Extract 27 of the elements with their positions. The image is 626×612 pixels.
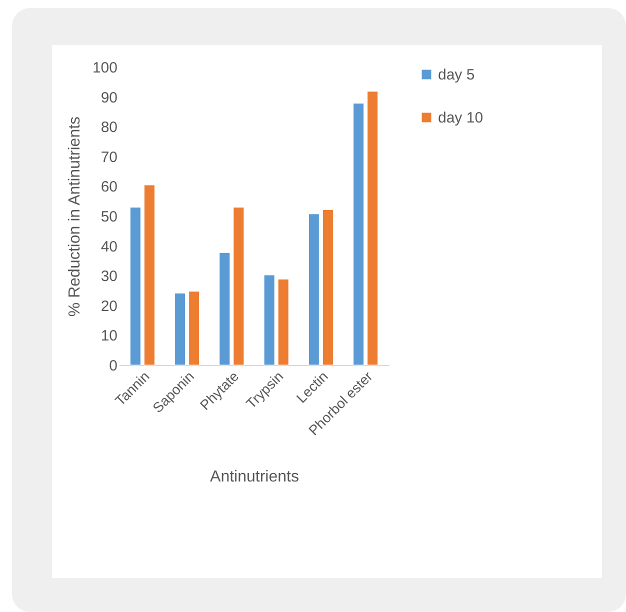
bar (278, 278, 289, 366)
legend-label: day 5 (438, 66, 475, 84)
bar (174, 292, 186, 366)
y-tick-label: 0 (109, 358, 118, 374)
y-tick-label: 100 (92, 60, 118, 76)
y-tick-label: 80 (100, 119, 118, 136)
y-tick-label: 60 (100, 178, 118, 196)
bar (264, 274, 275, 366)
y-tick-label: 90 (100, 89, 118, 106)
legend-label: day 10 (438, 110, 484, 126)
y-axis-title: % Reduction in Antinutrients (66, 116, 84, 317)
bar (353, 103, 364, 366)
y-tick-label: 40 (100, 238, 118, 256)
y-tick-label: 50 (100, 208, 118, 226)
bar (188, 291, 200, 366)
y-tick-label: 10 (100, 328, 118, 345)
bar (308, 214, 320, 366)
x-axis-title: Antinutrients (210, 468, 299, 486)
bar (219, 252, 230, 366)
bar (367, 91, 378, 366)
y-tick-label: 30 (100, 268, 118, 286)
bar (144, 184, 155, 366)
y-tick-label: 70 (100, 148, 118, 166)
y-tick-label: 20 (100, 298, 118, 315)
bar (322, 209, 334, 366)
bar (233, 207, 244, 366)
bar (130, 207, 141, 366)
